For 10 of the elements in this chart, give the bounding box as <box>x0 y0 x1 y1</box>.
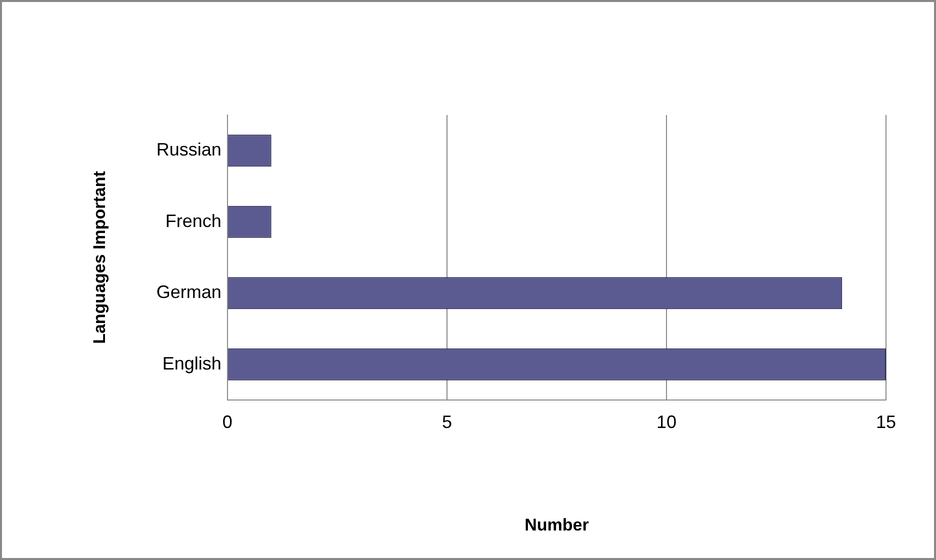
y-axis-title: Languages Important <box>90 170 109 344</box>
x-tick-label: 0 <box>222 412 232 432</box>
y-tick-label: German <box>156 282 222 302</box>
x-axis-title: Number <box>524 515 590 534</box>
x-tick-label: 5 <box>442 412 452 432</box>
y-tick-label: Russian <box>156 140 222 160</box>
x-tick-label: 15 <box>876 412 896 432</box>
x-tick-label: 10 <box>656 412 676 432</box>
y-tick-label: French <box>165 210 222 231</box>
y-tick-label: English <box>162 353 222 374</box>
